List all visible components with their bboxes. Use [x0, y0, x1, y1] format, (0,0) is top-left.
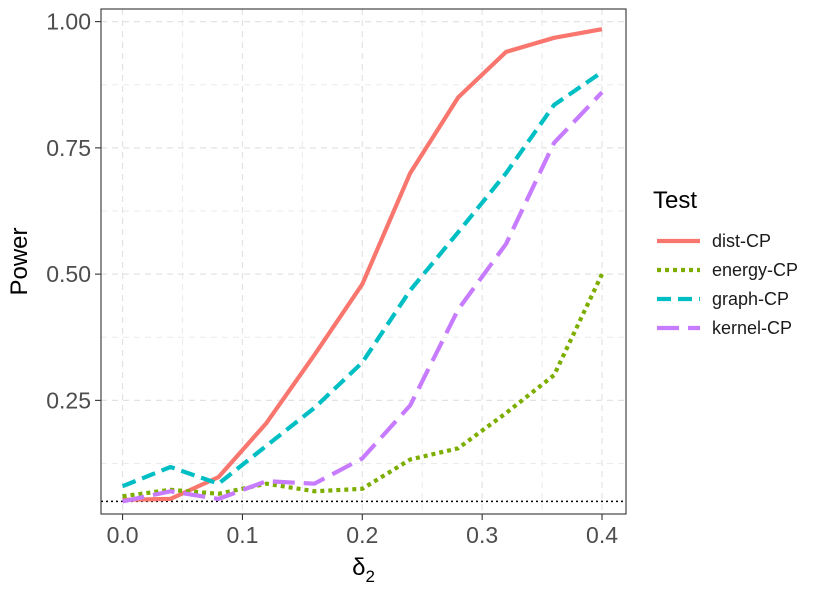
series-line-dist-CP: [122, 27, 603, 502]
legend-title: Test: [653, 187, 697, 214]
legend-label-kernel-CP: kernel-CP: [712, 318, 792, 338]
x-tick-label: 0.2: [346, 522, 378, 548]
series-line-energy-CP: [122, 273, 604, 499]
x-axis-title-subscript: 2: [365, 567, 374, 586]
series-line-graph-CP: [121, 70, 604, 489]
x-tick-label: 0.0: [107, 522, 139, 548]
plot-panel-border: [100, 8, 627, 515]
legend-label-graph-CP: graph-CP: [712, 289, 789, 309]
y-tick-label: 0.50: [46, 261, 91, 287]
x-tick-label: 0.1: [226, 522, 258, 548]
x-axis-title-symbol: δ: [352, 554, 365, 581]
x-tick-label: 0.4: [586, 522, 618, 548]
x-tick-label: 0.3: [466, 522, 498, 548]
axes: 0.0 0.1 0.2 0.3 0.4 0.25 0.50 0.75 1.00: [46, 9, 618, 548]
y-axis-title: Power: [6, 227, 33, 295]
legend: Test dist-CP energy-CP graph-CP kernel-CP: [653, 187, 798, 338]
grid: [101, 9, 626, 514]
legend-label-energy-CP: energy-CP: [712, 260, 798, 280]
x-axis-title: δ2: [352, 554, 375, 586]
y-tick-label: 1.00: [46, 9, 91, 35]
y-tick-label: 0.25: [46, 387, 91, 413]
y-tick-label: 0.75: [46, 135, 91, 161]
series-line-kernel-CP: [122, 90, 604, 504]
legend-label-dist-CP: dist-CP: [712, 231, 771, 251]
series-layer: [121, 27, 604, 504]
